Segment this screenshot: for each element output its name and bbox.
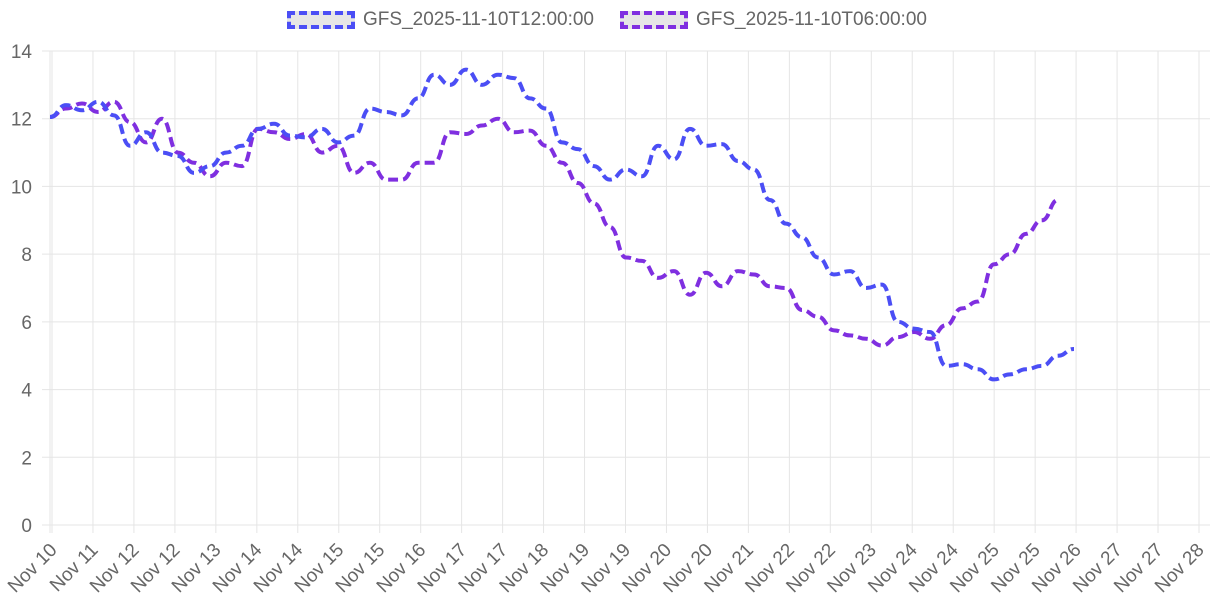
legend-label: GFS_2025-11-10T06:00:00 — [696, 9, 927, 30]
series-line — [49, 99, 1059, 348]
legend-swatch-icon — [287, 11, 356, 29]
y-tick-label: 12 — [11, 110, 32, 131]
y-tick-label: 0 — [21, 516, 32, 537]
y-tick-label: 14 — [11, 42, 33, 63]
y-tick-label: 10 — [11, 177, 32, 198]
y-tick-label: 2 — [21, 448, 32, 469]
legend-item-gfs-12z[interactable]: GFS_2025-11-10T12:00:00 — [287, 9, 594, 31]
y-tick-label: 6 — [21, 313, 32, 334]
y-tick-label: 4 — [21, 381, 32, 402]
chart-legend: GFS_2025-11-10T12:00:00 GFS_2025-11-10T0… — [0, 9, 1214, 31]
y-tick-label: 8 — [21, 245, 32, 266]
legend-item-gfs-06z[interactable]: GFS_2025-11-10T06:00:00 — [604, 9, 927, 31]
legend-label: GFS_2025-11-10T12:00:00 — [363, 9, 594, 30]
series-line — [49, 67, 1075, 382]
legend-swatch-icon — [620, 11, 688, 29]
